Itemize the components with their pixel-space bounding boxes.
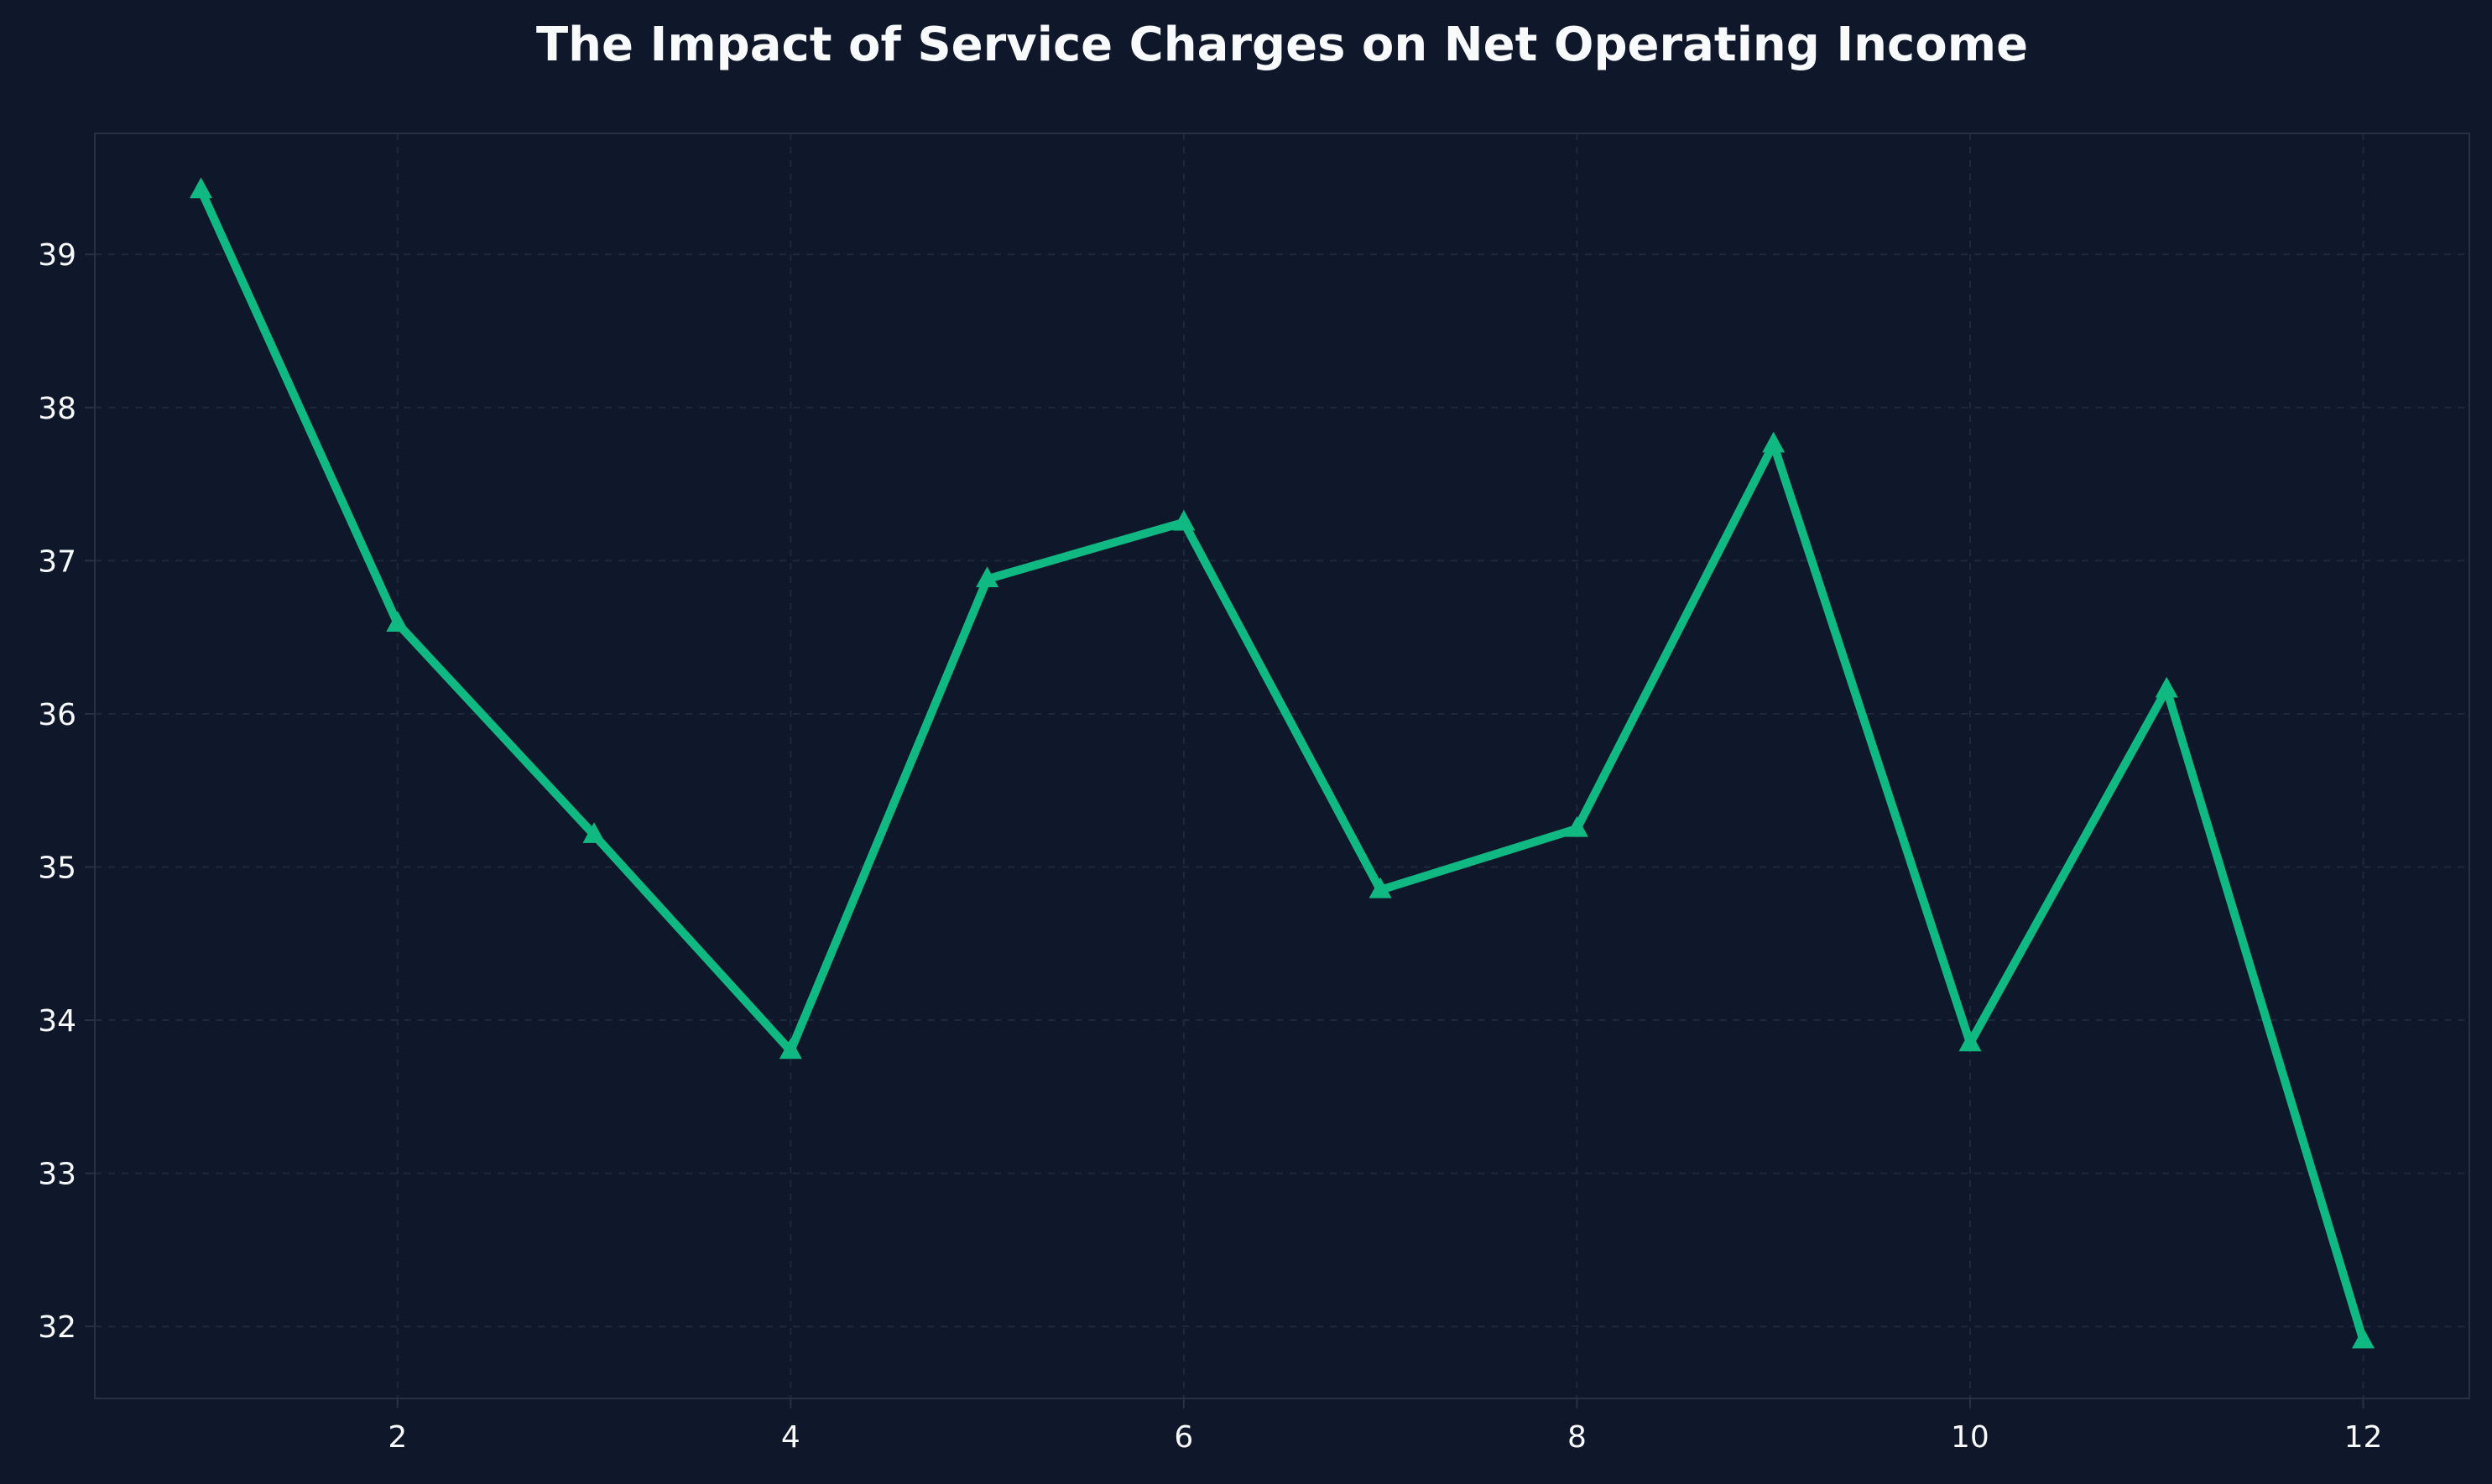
y-axis-ticks: 32 33 34 35 36 37 38 39 [38, 238, 95, 1345]
grid [95, 133, 2469, 1398]
x-axis-ticks: 2 4 6 8 10 12 [388, 1398, 2382, 1455]
y-tick-label: 36 [38, 698, 76, 732]
series-group [190, 177, 2375, 1349]
y-tick-label: 37 [38, 544, 76, 579]
data-point-marker [582, 822, 606, 843]
x-tick-label: 12 [2344, 1420, 2383, 1455]
x-tick-label: 8 [1567, 1420, 1587, 1455]
data-point-marker [1565, 815, 1588, 837]
data-point-marker [1762, 431, 1786, 453]
y-tick-label: 33 [38, 1158, 76, 1192]
y-tick-label: 39 [38, 238, 76, 273]
x-tick-label: 4 [781, 1420, 800, 1455]
x-tick-label: 6 [1174, 1420, 1193, 1455]
data-point-marker [386, 611, 409, 632]
data-point-marker [779, 1038, 802, 1060]
data-point-marker [1172, 509, 1196, 531]
plot-frame [94, 133, 2470, 1399]
series-line [196, 185, 2368, 1345]
y-tick-label: 35 [38, 851, 76, 885]
y-tick-label: 38 [38, 392, 76, 426]
x-tick-label: 2 [388, 1420, 407, 1455]
data-point-marker [976, 566, 999, 587]
chart-title: The Impact of Service Charges on Net Ope… [536, 18, 2028, 72]
y-tick-label: 32 [38, 1310, 76, 1345]
data-point-marker [190, 177, 212, 199]
data-point-marker [1958, 1030, 1982, 1052]
data-point-marker [2155, 676, 2178, 698]
y-tick-label: 34 [38, 1004, 76, 1039]
data-point-marker [1369, 877, 1392, 898]
x-tick-label: 10 [1951, 1420, 1989, 1455]
data-point-marker [2352, 1327, 2375, 1349]
